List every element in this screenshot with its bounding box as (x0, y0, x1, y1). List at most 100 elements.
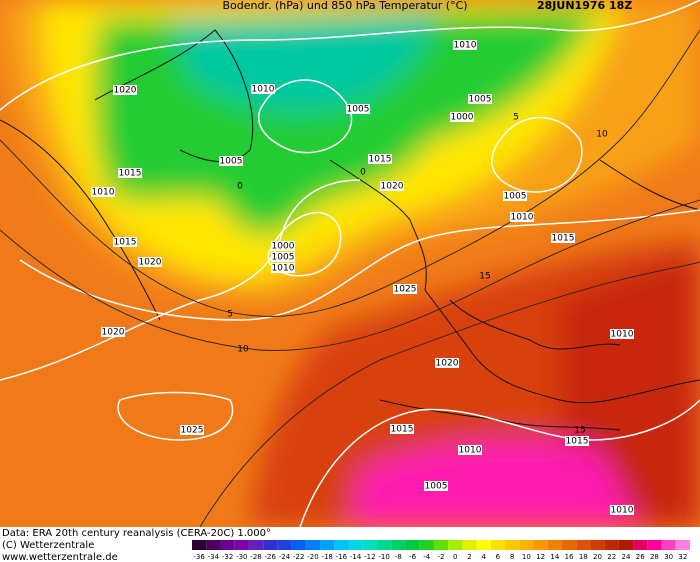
isotherm-label: 0 (360, 168, 366, 178)
isobar-label: 1010 (459, 446, 482, 456)
colorbar-label: -36 (193, 553, 205, 561)
colorbar-swatch (448, 540, 463, 550)
colorbar-label: -16 (336, 553, 348, 561)
colorbar-label: 18 (579, 553, 588, 561)
colorbar-swatch (590, 540, 605, 550)
footer-source: Data: ERA 20th century reanalysis (CERA-… (2, 528, 271, 539)
isobar-label-box (271, 263, 295, 273)
isobar-label: 1005 (425, 482, 448, 492)
colorbar-label: 28 (650, 553, 659, 561)
colorbar-label: -20 (307, 553, 318, 561)
isobar-label: 1015 (552, 234, 575, 244)
isobar-label: 1005 (469, 95, 492, 105)
colorbar-swatch (604, 540, 619, 550)
colorbar-swatch (220, 540, 235, 550)
isobar-label-box (468, 94, 492, 104)
colorbar-swatch (248, 540, 264, 550)
colorbar-label: 6 (496, 553, 501, 561)
colorbar-swatch (519, 540, 534, 550)
isobar-label-box (118, 168, 142, 178)
colorbar-swatch (291, 540, 306, 550)
footer-url: www.wetterzentrale.de (2, 552, 118, 562)
isobar-label: 1005 (220, 157, 243, 167)
colorbar-label: -12 (364, 553, 375, 561)
isobar-label: 1010 (611, 506, 634, 516)
isobar-label: 1025 (394, 285, 417, 295)
isobar-label: 1015 (391, 425, 414, 435)
isobar-label-box (138, 257, 162, 267)
colorbar-label: 30 (664, 553, 673, 561)
isobar-label-box (435, 358, 459, 368)
isobar-label-box (113, 85, 137, 95)
isobar-label: 1020 (102, 328, 125, 338)
isotherm-label: 15 (479, 272, 490, 282)
colorbar-swatch (348, 540, 363, 550)
isobar-label-box (450, 112, 474, 122)
colorbar-swatch (391, 540, 406, 550)
colorbar-swatch (533, 540, 548, 550)
colorbar-swatch (675, 540, 690, 550)
isobar-label: 1000 (451, 113, 474, 123)
colorbar-label: 26 (636, 553, 645, 561)
isobar-label: 1015 (369, 155, 392, 165)
isobar-label-box (510, 212, 534, 222)
isobar-label-box (219, 156, 243, 166)
valid-time: 28JUN1976 18Z (537, 0, 632, 12)
colorbar-swatch (462, 540, 477, 550)
isobar-label-box (368, 154, 392, 164)
colorbar-label: -32 (222, 553, 233, 561)
isobar-label-box (453, 40, 477, 50)
isobar-label: 1010 (92, 188, 115, 198)
isobar-label: 1010 (252, 85, 275, 95)
map-title: Bodendr. (hPa) und 850 hPa Temperatur (°… (222, 0, 467, 12)
colorbar-label: -10 (378, 553, 389, 561)
isobar-label: 1015 (119, 169, 142, 179)
colorbar-label: -26 (265, 553, 277, 561)
colorbar-label: -6 (409, 553, 417, 561)
isobar-label-box (610, 505, 634, 515)
isotherm-label: 10 (237, 345, 249, 355)
colorbar-swatch (263, 540, 278, 550)
isobar-label: 1010 (272, 264, 295, 274)
colorbar-swatch (334, 540, 349, 550)
isotherm-label: 0 (237, 182, 243, 192)
isobar-label-box (565, 436, 589, 446)
colorbar-swatch (419, 540, 434, 550)
isobar-label-box (424, 481, 448, 491)
isobar-label: 1005 (504, 192, 527, 202)
isobar-label: 1020 (381, 182, 404, 192)
colorbar-label: 20 (593, 553, 602, 561)
isobars (0, 0, 700, 527)
colorbar-label: 22 (607, 553, 616, 561)
colorbar-swatch (277, 540, 292, 550)
isobar-label: 1000 (272, 242, 295, 252)
isotherms (0, 29, 700, 527)
colorbar-swatch (320, 540, 335, 550)
colorbar-label: -8 (395, 553, 402, 561)
colorbar-swatch (547, 540, 562, 550)
isobar-label-box (180, 425, 204, 435)
isobar-label-box (101, 327, 125, 337)
isobar-label: 1015 (114, 238, 137, 248)
colorbar-swatch (576, 540, 591, 550)
colorbar-label: 10 (522, 553, 531, 561)
colorbar-swatch (206, 540, 221, 550)
colorbar-swatch (490, 540, 506, 550)
colorbar-label: 14 (550, 553, 559, 561)
colorbar-label: 4 (481, 553, 486, 561)
isobar-label-box (458, 445, 482, 455)
colorbar-swatch (433, 540, 449, 550)
colorbar-swatch (362, 540, 377, 550)
colorbar-label: -34 (208, 553, 220, 561)
colorbar-label: -30 (236, 553, 247, 561)
colorbar-label: -14 (350, 553, 362, 561)
isotherm-label: 5 (513, 113, 519, 123)
coastlines (0, 29, 700, 431)
colorbar-swatch (633, 540, 648, 550)
colorbar-swatch (476, 540, 491, 550)
colorbar-label: 16 (565, 553, 574, 561)
isobar-label: 1005 (272, 253, 295, 263)
isobar-label: 1020 (436, 359, 459, 369)
